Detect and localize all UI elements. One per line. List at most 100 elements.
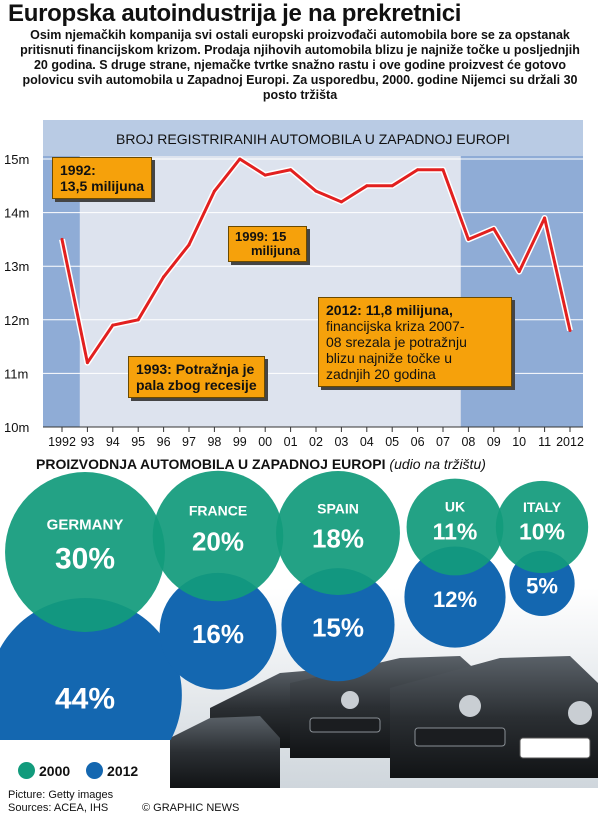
annotation-2012-line-2: 08 srezala je potražnju xyxy=(326,334,467,350)
data-point-2012 xyxy=(568,329,572,333)
production-title-text: PROIZVODNJA AUTOMOBILA U ZAPADNOJ EUROPI xyxy=(36,456,386,472)
value-2012-france: 16% xyxy=(192,619,244,649)
y-tick-label: 11m xyxy=(4,366,28,381)
data-point-1992 xyxy=(60,237,64,241)
production-subtitle: (udio na tržištu) xyxy=(389,456,486,472)
annotation-2012-line-1: financijska kriza 2007- xyxy=(326,318,465,334)
x-tick-label: 00 xyxy=(258,435,272,449)
legend-dot-2000 xyxy=(18,762,35,779)
data-point-1997 xyxy=(187,243,191,247)
value-2012-uk: 12% xyxy=(433,587,477,612)
value-2000-france: 20% xyxy=(192,526,244,556)
car-photo xyxy=(170,588,598,788)
annotation-2012-line-4: zadnjih 20 godina xyxy=(326,366,436,382)
annotation-1992-line-1: 1992: xyxy=(60,162,96,178)
x-tick-label: 96 xyxy=(157,435,171,449)
x-tick-label: 11 xyxy=(538,435,551,449)
bubble-2000-spain xyxy=(276,471,400,595)
chart-title: BROJ REGISTRIRANIH AUTOMOBILA U ZAPADNOJ… xyxy=(116,131,510,147)
car-row xyxy=(170,656,598,788)
annotation-2012: 2012: 11,8 milijuna, financijska kriza 2… xyxy=(318,297,512,387)
data-point-2006 xyxy=(416,168,420,172)
bubble-2000-france xyxy=(152,470,284,602)
x-tick-label: 02 xyxy=(309,435,323,449)
legend-dot-2012 xyxy=(86,762,104,779)
data-point-2005 xyxy=(390,184,394,188)
data-point-2009 xyxy=(492,227,496,231)
x-tick-label: 01 xyxy=(284,435,298,449)
legend-item-2000: 2000 xyxy=(18,762,70,779)
annotation-1992-line-2: 13,5 milijuna xyxy=(60,178,145,194)
value-2000-spain: 18% xyxy=(312,523,364,553)
data-point-1995 xyxy=(136,318,140,322)
country-label-germany: GERMANY xyxy=(47,517,124,534)
annotation-1992: 1992: 13,5 milijuna xyxy=(52,157,153,199)
value-2012-spain: 15% xyxy=(312,612,364,642)
x-tick-label: 07 xyxy=(436,435,450,449)
bubble-2000-germany xyxy=(5,472,165,632)
chart-title-bar xyxy=(43,120,583,156)
page-title: Europska autoindustrija je na prekretnic… xyxy=(8,0,462,27)
value-2000-italy: 10% xyxy=(519,519,565,545)
data-point-2007 xyxy=(441,168,445,172)
intro-text: Osim njemačkih kompanija svi ostali euro… xyxy=(20,28,580,102)
copyright: © GRAPHIC NEWS xyxy=(142,802,240,814)
annotation-2012-lead: 2012: 11,8 milijuna, xyxy=(326,302,453,318)
annotation-1993-line-2: pala zbog recesije xyxy=(136,377,257,393)
x-tick-label: 10 xyxy=(512,435,526,449)
y-tick-label: 12m xyxy=(4,313,29,328)
legend: 2000 2012 xyxy=(18,762,150,779)
x-tick-label: 08 xyxy=(461,435,475,449)
credits: Picture: Getty images Sources: ACEA, IHS xyxy=(8,789,113,815)
data-point-1994 xyxy=(111,323,115,327)
data-point-2010 xyxy=(517,270,521,274)
country-label-uk: UK xyxy=(445,498,465,514)
annotation-1993-line-1: 1993: Potražnja je xyxy=(136,361,255,377)
y-tick-label: 13m xyxy=(4,259,29,274)
data-point-1993 xyxy=(85,361,89,365)
value-2012-italy: 5% xyxy=(526,573,558,598)
bubble-2000-uk xyxy=(406,478,504,576)
data-point-2011 xyxy=(543,216,547,220)
data-point-2008 xyxy=(466,237,470,241)
data-point-2002 xyxy=(314,189,318,193)
data-point-2003 xyxy=(339,200,343,204)
x-tick-label: 93 xyxy=(80,435,94,449)
sources-credit: Sources: ACEA, IHS xyxy=(8,802,109,814)
data-point-1999 xyxy=(238,157,242,161)
legend-item-2012: 2012 xyxy=(86,762,138,779)
value-2012-germany: 44% xyxy=(55,682,115,715)
data-point-2001 xyxy=(289,168,293,172)
x-tick-label: 97 xyxy=(182,435,196,449)
x-tick-label: 03 xyxy=(334,435,348,449)
production-title: PROIZVODNJA AUTOMOBILA U ZAPADNOJ EUROPI… xyxy=(36,456,486,472)
bubble-2012-spain xyxy=(281,568,395,682)
bubble-2012-germany xyxy=(0,598,182,740)
bubble-2012-france xyxy=(159,572,277,690)
annotation-2012-line-3: blizu najniže točke u xyxy=(326,350,453,366)
x-tick-label: 99 xyxy=(233,435,247,449)
legend-label-2012: 2012 xyxy=(107,763,139,779)
y-tick-label: 14m xyxy=(4,206,29,221)
x-tick-label: 04 xyxy=(360,435,374,449)
production-bubbles: GERMANY 30% 44% FRANCE 20% 16% SPAIN 18% 15% UK 11… xyxy=(0,470,589,740)
bubble-2000-italy xyxy=(495,480,589,574)
annotation-1999-line-1: 1999: 15 xyxy=(235,229,287,244)
value-2000-uk: 11% xyxy=(433,519,478,545)
x-tick-label: 05 xyxy=(385,435,399,449)
y-tick-label: 10m xyxy=(4,420,29,435)
country-label-spain: SPAIN xyxy=(317,501,359,517)
x-tick-label: 2012 xyxy=(556,435,584,449)
data-point-1998 xyxy=(212,189,216,193)
country-label-france: FRANCE xyxy=(189,503,247,519)
x-tick-label: 09 xyxy=(487,435,501,449)
data-point-2004 xyxy=(365,184,369,188)
annotation-1999: 1999: 15 milijuna xyxy=(228,226,308,262)
picture-credit: Picture: Getty images xyxy=(8,789,114,801)
x-tick-label: 95 xyxy=(131,435,145,449)
y-tick-label: 15m xyxy=(4,152,29,167)
x-tick-label: 1992 xyxy=(48,435,76,449)
bubble-2012-uk xyxy=(404,546,506,648)
data-point-1996 xyxy=(162,275,166,279)
x-tick-label: 94 xyxy=(106,435,120,449)
